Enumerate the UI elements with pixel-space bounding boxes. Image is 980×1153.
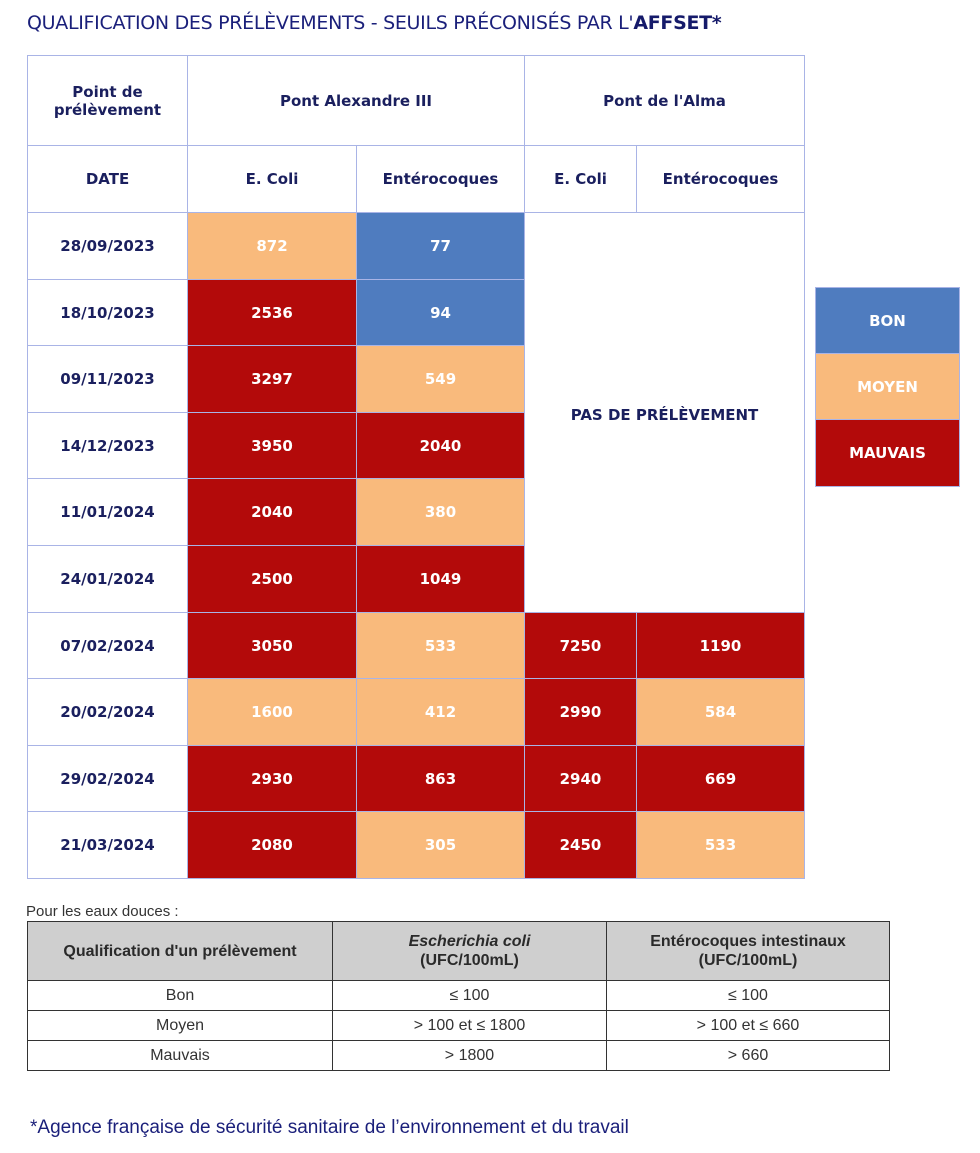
alexandre-entero-value: 412 — [356, 678, 525, 746]
thresholds-row: Moyen > 100 et ≤ 1800 > 100 et ≤ 660 — [27, 1010, 890, 1041]
alma-entero-value: 1190 — [636, 612, 805, 679]
alma-entero-value: 533 — [636, 811, 805, 879]
alexandre-ecoli-value: 2080 — [187, 811, 357, 879]
alexandre-ecoli-value: 2500 — [187, 545, 357, 613]
header-site-alexandre: Pont Alexandre III — [187, 55, 525, 146]
alexandre-ecoli-value: 2536 — [187, 279, 357, 346]
thresholds-table: Qualification d'un prélèvement Escherich… — [27, 921, 890, 1071]
thresholds-header-ecoli: Escherichia coli (UFC/100mL) — [332, 921, 607, 981]
sampling-table: Point de prélèvement Pont Alexandre III … — [27, 55, 805, 885]
date-cell: 18/10/2023 — [27, 279, 188, 346]
title-text: QUALIFICATION DES PRÉLÈVEMENTS - SEUILS … — [27, 12, 634, 34]
alexandre-ecoli-value: 3950 — [187, 412, 357, 479]
legend-moyen: MOYEN — [815, 353, 960, 420]
alma-ecoli-value: 7250 — [524, 612, 637, 679]
date-cell: 28/09/2023 — [27, 212, 188, 280]
alexandre-ecoli-value: 1600 — [187, 678, 357, 746]
thresholds-header-entero: Entérocoques intestinaux (UFC/100mL) — [606, 921, 890, 981]
alexandre-ecoli-value: 2040 — [187, 478, 357, 546]
thresholds-ecoli: > 100 et ≤ 1800 — [332, 1010, 607, 1041]
date-cell: 24/01/2024 — [27, 545, 188, 613]
legend-mauvais: MAUVAIS — [815, 419, 960, 487]
header-a-ecoli: E. Coli — [187, 145, 357, 213]
thresholds-row: Mauvais > 1800 > 660 — [27, 1040, 890, 1071]
entero-name: Entérocoques intestinaux — [650, 933, 846, 950]
alexandre-entero-value: 533 — [356, 612, 525, 679]
ecoli-name: Escherichia coli — [408, 933, 531, 950]
thresholds-quality: Bon — [27, 980, 333, 1011]
thresholds-intro: Pour les eaux douces : — [26, 903, 179, 920]
footnote: *Agence française de sécurité sanitaire … — [30, 1117, 629, 1138]
entero-unit: (UFC/100mL) — [698, 952, 798, 969]
thresholds-ecoli: > 1800 — [332, 1040, 607, 1071]
header-point: Point de prélèvement — [27, 55, 188, 146]
thresholds-row: Bon ≤ 100 ≤ 100 — [27, 980, 890, 1011]
date-cell: 09/11/2023 — [27, 345, 188, 413]
alexandre-ecoli-value: 3297 — [187, 345, 357, 413]
thresholds-header-qualification: Qualification d'un prélèvement — [27, 921, 333, 981]
date-cell: 07/02/2024 — [27, 612, 188, 679]
header-b-entero: Entérocoques — [636, 145, 805, 213]
alexandre-ecoli-value: 3050 — [187, 612, 357, 679]
alexandre-ecoli-value: 872 — [187, 212, 357, 280]
header-a-entero: Entérocoques — [356, 145, 525, 213]
thresholds-quality: Moyen — [27, 1010, 333, 1041]
legend-bon: BON — [815, 287, 960, 354]
alexandre-entero-value: 94 — [356, 279, 525, 346]
page-title: QUALIFICATION DES PRÉLÈVEMENTS - SEUILS … — [27, 12, 722, 34]
date-cell: 11/01/2024 — [27, 478, 188, 546]
alexandre-ecoli-value: 2930 — [187, 745, 357, 812]
thresholds-ecoli: ≤ 100 — [332, 980, 607, 1011]
alexandre-entero-value: 1049 — [356, 545, 525, 613]
thresholds-entero: ≤ 100 — [606, 980, 890, 1011]
alma-ecoli-value: 2990 — [524, 678, 637, 746]
thresholds-entero: > 100 et ≤ 660 — [606, 1010, 890, 1041]
alexandre-entero-value: 549 — [356, 345, 525, 413]
alma-entero-value: 584 — [636, 678, 805, 746]
date-cell: 21/03/2024 — [27, 811, 188, 879]
alexandre-entero-value: 77 — [356, 212, 525, 280]
date-cell: 14/12/2023 — [27, 412, 188, 479]
header-site-alma: Pont de l'Alma — [524, 55, 805, 146]
alexandre-entero-value: 863 — [356, 745, 525, 812]
thresholds-quality: Mauvais — [27, 1040, 333, 1071]
alma-ecoli-value: 2450 — [524, 811, 637, 879]
date-cell: 29/02/2024 — [27, 745, 188, 812]
header-date: DATE — [27, 145, 188, 213]
alexandre-entero-value: 380 — [356, 478, 525, 546]
no-sample-cell: PAS DE PRÉLÈVEMENT — [524, 212, 805, 618]
ecoli-unit: (UFC/100mL) — [420, 952, 519, 969]
alexandre-entero-value: 2040 — [356, 412, 525, 479]
alexandre-entero-value: 305 — [356, 811, 525, 879]
header-b-ecoli: E. Coli — [524, 145, 637, 213]
thresholds-entero: > 660 — [606, 1040, 890, 1071]
title-bold: AFFSET* — [633, 12, 722, 34]
date-cell: 20/02/2024 — [27, 678, 188, 746]
alma-ecoli-value: 2940 — [524, 745, 637, 812]
alma-entero-value: 669 — [636, 745, 805, 812]
